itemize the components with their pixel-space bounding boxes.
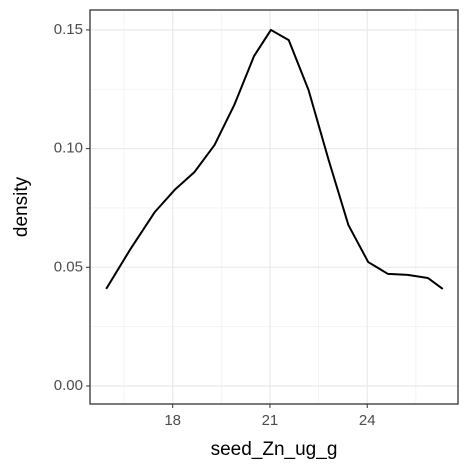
- y-tick-label: 0.10: [54, 140, 83, 157]
- x-tick-label: 18: [164, 412, 181, 429]
- y-axis-title: density: [11, 176, 32, 237]
- y-tick-label: 0.15: [54, 21, 83, 38]
- x-tick-label: 21: [262, 412, 279, 429]
- y-tick-label: 0.00: [54, 377, 83, 394]
- density-line: [105, 28, 444, 290]
- x-tick-label: 24: [359, 412, 376, 429]
- y-tick-label: 0.05: [54, 258, 83, 275]
- x-axis-title: seed_Zn_ug_g: [211, 439, 338, 460]
- panel-border: [89, 9, 459, 405]
